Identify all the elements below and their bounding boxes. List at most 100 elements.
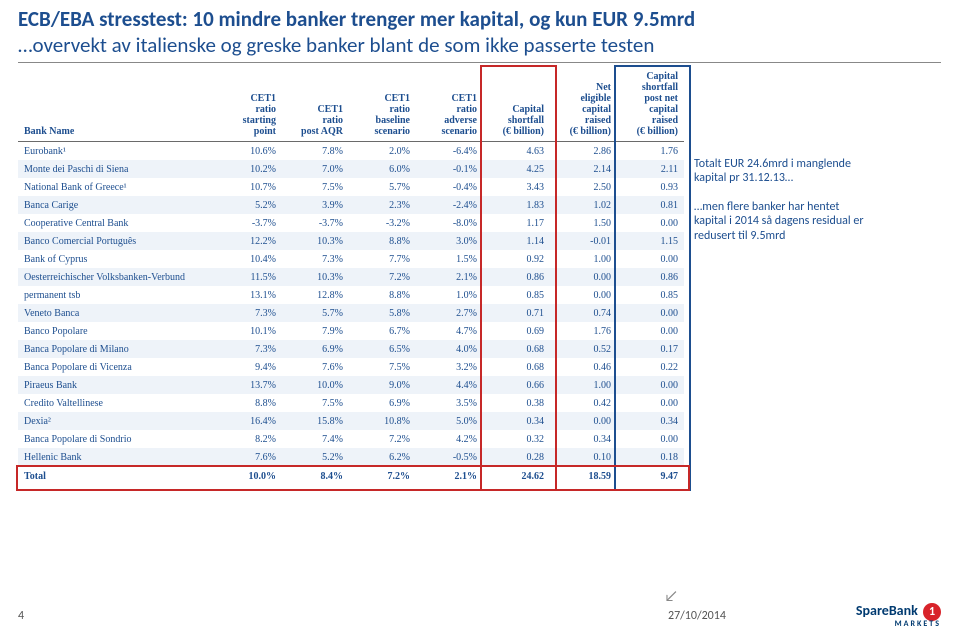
- value-cell: 5.7%: [349, 178, 416, 196]
- bank-name-cell: Veneto Banca: [18, 304, 215, 322]
- value-cell: 8.8%: [349, 232, 416, 250]
- table-row: permanent tsb13.1%12.8%8.8%1.0%0.850.000…: [18, 286, 684, 304]
- value-cell: 7.3%: [282, 250, 349, 268]
- sidenote-2: …men flere banker har hentet kapital i 2…: [694, 200, 864, 243]
- value-cell: 0.00: [550, 286, 617, 304]
- value-cell: -3.7%: [282, 214, 349, 232]
- total-value: 8.4%: [282, 467, 349, 486]
- value-cell: 0.32: [483, 430, 550, 448]
- table-row: Veneto Banca7.3%5.7%5.8%2.7%0.710.740.00: [18, 304, 684, 322]
- bank-name-cell: Cooperative Central Bank: [18, 214, 215, 232]
- title-line-2: …overvekt av italienske og greske banker…: [18, 32, 654, 58]
- value-cell: 10.7%: [215, 178, 282, 196]
- value-cell: 0.17: [617, 340, 684, 358]
- value-cell: -2.4%: [416, 196, 483, 214]
- value-cell: 0.28: [483, 448, 550, 467]
- value-cell: 0.34: [483, 412, 550, 430]
- value-cell: 6.9%: [282, 340, 349, 358]
- col-header: CET1ratio starting point: [215, 67, 282, 142]
- value-cell: 4.2%: [416, 430, 483, 448]
- table-row: Banca Popolare di Sondrio8.2%7.4%7.2%4.2…: [18, 430, 684, 448]
- value-cell: 8.8%: [215, 394, 282, 412]
- value-cell: 0.68: [483, 340, 550, 358]
- value-cell: 0.34: [550, 430, 617, 448]
- value-cell: 1.02: [550, 196, 617, 214]
- value-cell: 0.00: [617, 250, 684, 268]
- value-cell: 0.74: [550, 304, 617, 322]
- value-cell: 1.14: [483, 232, 550, 250]
- bank-name-cell: Eurobank¹: [18, 142, 215, 161]
- value-cell: -3.7%: [215, 214, 282, 232]
- value-cell: 0.85: [483, 286, 550, 304]
- col-header: CET1ratio adverse scenario: [416, 67, 483, 142]
- value-cell: -0.01: [550, 232, 617, 250]
- table-row: Monte dei Paschi di Siena10.2%7.0%6.0%-0…: [18, 160, 684, 178]
- value-cell: 12.8%: [282, 286, 349, 304]
- value-cell: 12.2%: [215, 232, 282, 250]
- value-cell: 7.7%: [349, 250, 416, 268]
- value-cell: 9.4%: [215, 358, 282, 376]
- total-row: Total10.0%8.4%7.2%2.1%24.6218.599.47: [18, 467, 684, 486]
- bank-name-cell: Hellenic Bank: [18, 448, 215, 467]
- col-header: Capitalshortfallpost netcapitalraised(€ …: [617, 67, 684, 142]
- value-cell: 1.76: [617, 142, 684, 161]
- bank-name-cell: Banco Comercial Português: [18, 232, 215, 250]
- total-label: Total: [18, 467, 215, 486]
- value-cell: 6.9%: [349, 394, 416, 412]
- value-cell: 0.00: [617, 394, 684, 412]
- value-cell: 5.2%: [282, 448, 349, 467]
- value-cell: 7.0%: [282, 160, 349, 178]
- stress-test-table: Bank NameCET1ratio starting pointCET1rat…: [18, 67, 684, 485]
- value-cell: 0.46: [550, 358, 617, 376]
- value-cell: 2.0%: [349, 142, 416, 161]
- value-cell: 6.7%: [349, 322, 416, 340]
- value-cell: 9.0%: [349, 376, 416, 394]
- bank-name-cell: Oesterreichischer Volksbanken-Verbund: [18, 268, 215, 286]
- table-row: Dexia²16.4%15.8%10.8%5.0%0.340.000.34: [18, 412, 684, 430]
- total-value: 7.2%: [349, 467, 416, 486]
- value-cell: 0.00: [550, 268, 617, 286]
- table-row: Hellenic Bank7.6%5.2%6.2%-0.5%0.280.100.…: [18, 448, 684, 467]
- value-cell: 0.00: [617, 322, 684, 340]
- value-cell: 0.86: [617, 268, 684, 286]
- value-cell: 4.4%: [416, 376, 483, 394]
- col-header: CET1ratiopost AQR: [282, 67, 349, 142]
- value-cell: 5.8%: [349, 304, 416, 322]
- table-row: Banco Comercial Português12.2%10.3%8.8%3…: [18, 232, 684, 250]
- value-cell: 1.50: [550, 214, 617, 232]
- value-cell: 7.3%: [215, 340, 282, 358]
- table-row: Eurobank¹10.6%7.8%2.0%-6.4%4.632.861.76: [18, 142, 684, 161]
- value-cell: 7.9%: [282, 322, 349, 340]
- value-cell: 3.9%: [282, 196, 349, 214]
- value-cell: 0.81: [617, 196, 684, 214]
- value-cell: 7.8%: [282, 142, 349, 161]
- value-cell: 6.0%: [349, 160, 416, 178]
- total-value: 18.59: [550, 467, 617, 486]
- value-cell: 10.0%: [282, 376, 349, 394]
- col-header: Neteligiblecapitalraised(€ billion): [550, 67, 617, 142]
- value-cell: 4.0%: [416, 340, 483, 358]
- value-cell: 7.5%: [349, 358, 416, 376]
- value-cell: -0.1%: [416, 160, 483, 178]
- value-cell: 10.1%: [215, 322, 282, 340]
- table-row: Banca Carige5.2%3.9%2.3%-2.4%1.831.020.8…: [18, 196, 684, 214]
- value-cell: 0.85: [617, 286, 684, 304]
- value-cell: 2.7%: [416, 304, 483, 322]
- value-cell: 3.2%: [416, 358, 483, 376]
- value-cell: 15.8%: [282, 412, 349, 430]
- footer-date: 27/10/2014: [668, 609, 726, 623]
- logo-text: SpareBank: [856, 602, 918, 619]
- value-cell: 1.17: [483, 214, 550, 232]
- value-cell: 1.83: [483, 196, 550, 214]
- logo-subtext: MARKETS: [895, 619, 941, 629]
- sidenote-1: Totalt EUR 24.6mrd i manglende kapital p…: [694, 157, 864, 186]
- value-cell: 0.34: [617, 412, 684, 430]
- table-row: Banca Popolare di Vicenza9.4%7.6%7.5%3.2…: [18, 358, 684, 376]
- bank-name-cell: Banco Popolare: [18, 322, 215, 340]
- value-cell: 11.5%: [215, 268, 282, 286]
- table-row: National Bank of Greece¹10.7%7.5%5.7%-0.…: [18, 178, 684, 196]
- bank-name-cell: Banca Carige: [18, 196, 215, 214]
- table-row: Piraeus Bank13.7%10.0%9.0%4.4%0.661.000.…: [18, 376, 684, 394]
- value-cell: 8.8%: [349, 286, 416, 304]
- value-cell: 8.2%: [215, 430, 282, 448]
